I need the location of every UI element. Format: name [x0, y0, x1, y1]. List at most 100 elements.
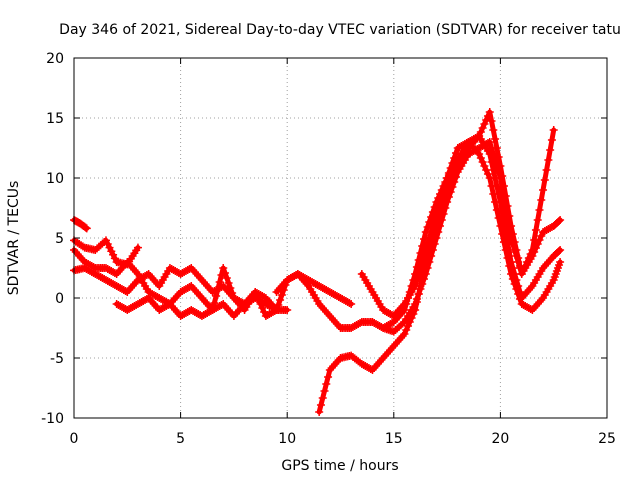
y-axis-label: SDTVAR / TECUs [6, 181, 22, 296]
data-point-marker [451, 173, 460, 181]
data-point-marker [416, 285, 425, 293]
series-line [359, 109, 557, 319]
data-point-marker [478, 158, 487, 166]
data-point-marker [89, 263, 98, 271]
x-tick-label: 25 [598, 431, 616, 447]
data-point-marker [414, 270, 423, 278]
data-point-marker [105, 243, 114, 252]
data-point-marker [514, 282, 523, 290]
series-track-3 [70, 264, 356, 314]
data-point-marker [448, 183, 457, 191]
data-point-marker [503, 214, 512, 222]
data-point [347, 300, 356, 308]
data-point-marker [322, 380, 331, 388]
data-point [496, 174, 505, 182]
data-point [556, 258, 565, 266]
data-point-marker [428, 246, 437, 254]
data-point-marker [483, 112, 492, 120]
data-point-marker [398, 319, 407, 328]
chart-title: Day 346 of 2021, Sidereal Day-to-day VTE… [59, 22, 621, 38]
data-point-marker [109, 250, 118, 259]
data-point [528, 252, 537, 260]
data-point-marker [316, 401, 325, 409]
data-point-marker [142, 271, 151, 279]
data-point [219, 264, 228, 272]
data-point-marker [531, 226, 540, 234]
data-point-marker [555, 217, 564, 225]
data-point-marker [512, 252, 521, 260]
data-point-marker [478, 124, 487, 132]
data-point-marker [547, 136, 556, 144]
data-point-marker [366, 365, 375, 373]
y-tick-label: 0 [55, 291, 64, 307]
data-point-marker [185, 265, 194, 273]
data-point-marker [423, 264, 432, 272]
data-point-marker [222, 274, 231, 282]
data-point-marker [103, 240, 112, 248]
x-axis-label: GPS time / hours [281, 458, 398, 474]
data-point [82, 224, 91, 233]
data-point-marker [537, 196, 546, 204]
data-point-marker [107, 247, 116, 256]
data-point-marker [437, 216, 446, 224]
data-point-marker [441, 180, 450, 188]
data-point-marker [526, 305, 535, 313]
data-point-marker [164, 301, 173, 309]
data-point-marker [530, 248, 539, 256]
data-point-marker [444, 193, 453, 201]
data-point-marker [412, 295, 421, 303]
data-point-marker [420, 275, 429, 283]
data-point-marker [489, 126, 498, 134]
data-point-marker [416, 264, 425, 272]
data-point-marker [537, 232, 546, 240]
data-point-marker [213, 285, 222, 293]
data-point-marker [435, 198, 444, 206]
data-point-marker [476, 154, 485, 162]
data-point-marker [498, 184, 507, 192]
data-point [421, 246, 430, 254]
data-point-marker [224, 279, 233, 287]
data-point [101, 236, 110, 245]
y-tick-label: 15 [46, 111, 64, 127]
data-point-marker [514, 258, 523, 266]
data-point-marker [402, 326, 411, 334]
data-point [133, 243, 142, 252]
data-point-marker [434, 204, 443, 212]
data-point-marker [494, 168, 503, 176]
data-point-marker [277, 291, 286, 299]
data-point-marker [515, 288, 524, 296]
data-point-marker [476, 128, 485, 136]
x-tick-label: 5 [176, 431, 185, 447]
data-point-marker [512, 276, 521, 284]
data-point-marker [388, 311, 397, 319]
x-tick-label: 10 [278, 431, 296, 447]
data-point-marker [356, 319, 365, 327]
data-point-marker [473, 133, 482, 141]
data-point-marker [425, 258, 434, 266]
data-point-marker [78, 242, 87, 251]
data-point-marker [226, 284, 235, 292]
series-track-1 [70, 216, 91, 233]
data-point-marker [487, 144, 496, 152]
data-point-marker [508, 264, 517, 272]
data-point-marker [491, 156, 500, 164]
data-point [432, 210, 441, 218]
data-point-marker [185, 283, 194, 291]
data-point-marker [483, 139, 492, 147]
data-point [507, 234, 516, 242]
series-track-7 [315, 132, 565, 416]
data-point-marker [345, 299, 354, 307]
data-point-marker [508, 240, 517, 248]
data-point-marker [217, 301, 226, 309]
data-point-marker [428, 222, 437, 230]
data-point-marker [412, 276, 421, 284]
data-point [421, 270, 430, 278]
grid [74, 58, 607, 418]
x-tick-label: 0 [70, 431, 79, 447]
data-point-marker [110, 254, 119, 263]
data-point-marker [535, 206, 544, 214]
data-point [443, 198, 452, 206]
data-point-marker [480, 162, 489, 170]
data-point [315, 408, 324, 416]
